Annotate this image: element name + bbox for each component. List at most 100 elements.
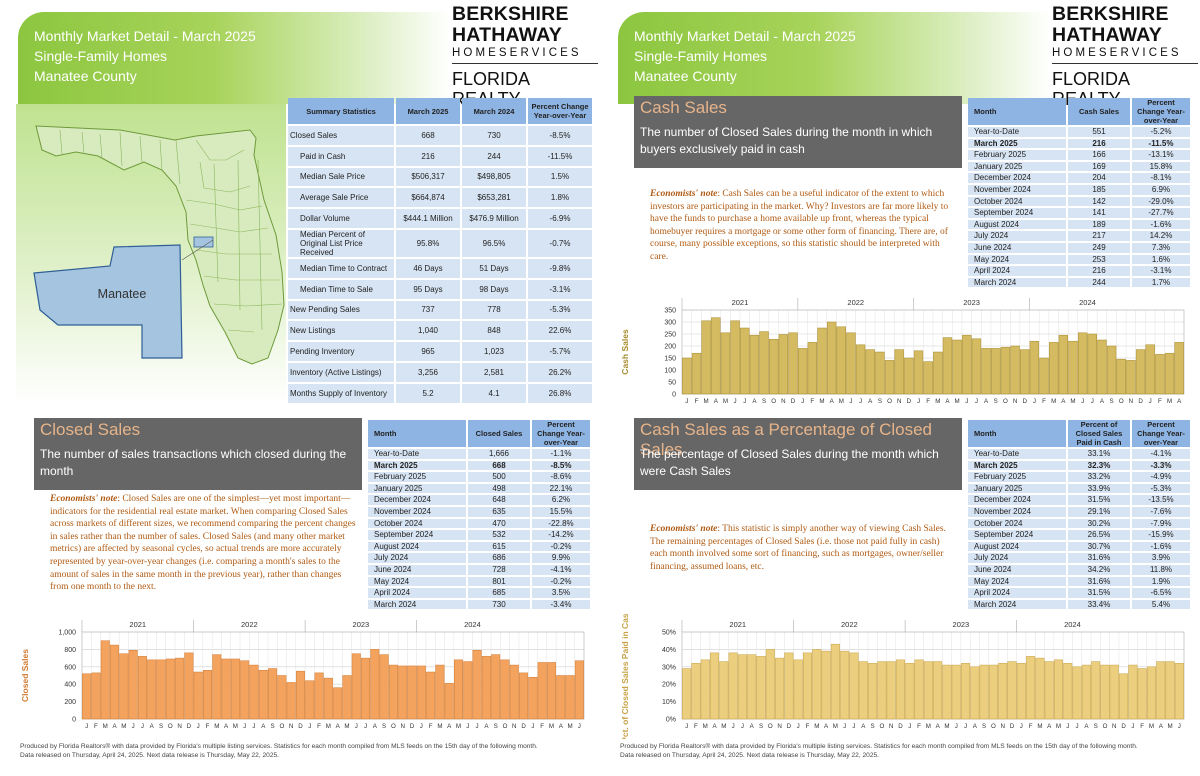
bar	[1016, 663, 1026, 720]
table-row: September 2024 141 -27.7%	[968, 208, 1190, 218]
table-cell: -15.9%	[1132, 530, 1190, 540]
bar	[361, 657, 371, 720]
table-cell: 142	[1068, 196, 1130, 207]
x-tick-label: A	[945, 398, 950, 405]
table-cell: -7.9%	[1132, 518, 1190, 529]
summary-row: Average Sale Price $664,874 $653,281 1.8%	[288, 188, 592, 208]
x-tick-label: A	[373, 723, 378, 730]
x-tick-label: S	[271, 723, 275, 730]
summary-cell-v1: $444.1 Million	[396, 209, 460, 228]
x-tick-label: A	[112, 723, 117, 730]
bar	[730, 320, 740, 395]
bar	[203, 670, 212, 720]
table-row: May 2024 253 1.6%	[968, 254, 1190, 265]
x-tick-label: J	[1076, 723, 1079, 730]
x-tick-label: D	[787, 723, 792, 730]
table-cell: 5.4%	[1132, 599, 1190, 610]
table-cell: June 2024	[968, 564, 1066, 575]
table-cell: 22.1%	[532, 483, 590, 494]
summary-cell-pct: -0.7%	[528, 229, 592, 257]
x-tick-label: J	[1149, 398, 1152, 405]
bar	[710, 652, 720, 720]
bar	[1058, 334, 1069, 395]
x-tick-label: A	[1177, 398, 1182, 405]
table-cell: December 2024	[368, 495, 466, 505]
x-tick-label: J	[578, 723, 581, 730]
table-cell: February 2025	[368, 472, 466, 482]
table-row: August 2024 615 -0.2%	[368, 541, 590, 552]
x-tick-label: J	[141, 723, 144, 730]
table-row: February 2025 500 -8.6%	[368, 472, 590, 482]
x-tick-label: A	[712, 723, 717, 730]
table-cell: 11.8%	[1132, 564, 1190, 575]
x-tick-label: M	[103, 723, 108, 730]
table-row: July 2024 31.6% 3.9%	[968, 553, 1190, 563]
summary-cell-pct: -11.5%	[528, 146, 592, 166]
year-label: 2022	[841, 620, 858, 629]
summary-cell-v2: 730	[462, 126, 526, 145]
x-tick-label: J	[732, 723, 735, 730]
x-tick-label: O	[879, 723, 884, 730]
closed-sales-table: Month Closed Sales Percent Change Year-ove…	[366, 418, 592, 611]
bar	[305, 680, 315, 720]
bar	[1087, 333, 1097, 395]
table-row: December 2024 31.5% -13.5%	[968, 495, 1190, 505]
bar	[793, 659, 803, 720]
bar	[156, 659, 166, 720]
x-tick-label: N	[1129, 398, 1133, 405]
bar	[1039, 357, 1049, 395]
x-tick-label: J	[1091, 398, 1094, 405]
bar	[836, 326, 846, 395]
table-row: March 2024 33.4% 5.4%	[968, 599, 1190, 610]
table-cell: 3.5%	[532, 588, 590, 598]
table-cell: 216	[1068, 266, 1130, 276]
table-cell: 249	[1068, 242, 1130, 253]
table-cell: 141	[1068, 208, 1130, 218]
summary-cell-v1: 3,256	[396, 362, 460, 382]
x-tick-label: A	[714, 398, 719, 405]
bar	[1156, 661, 1166, 720]
bar	[720, 332, 731, 395]
x-tick-label: J	[420, 723, 423, 730]
bar	[711, 317, 721, 395]
x-tick-label: J	[849, 398, 852, 405]
table-cell: -14.2%	[532, 530, 590, 540]
bar	[691, 352, 702, 395]
table-cell: -4.1%	[532, 564, 590, 575]
table-cell: 1.9%	[1132, 576, 1190, 587]
x-tick-label: O	[279, 723, 284, 730]
bar	[998, 663, 1008, 720]
table-cell: May 2024	[968, 254, 1066, 265]
x-tick-label: F	[810, 398, 814, 405]
table-cell: 532	[468, 530, 530, 540]
footer: Produced by Florida Realtors® with data …	[620, 743, 1138, 759]
summary-cell-label: Inventory (Active Listings)	[288, 362, 394, 382]
bar	[1035, 657, 1045, 720]
cash-sales-title-box: Cash Sales The number of Closed Sales du…	[634, 96, 962, 168]
x-tick-label: J	[797, 723, 800, 730]
bar	[868, 663, 878, 720]
manatee-highlight-small	[193, 236, 214, 248]
bar	[268, 668, 278, 720]
table-cell: January 2025	[968, 483, 1066, 494]
table-cell: Year-to-Date	[368, 449, 466, 459]
x-tick-label: D	[521, 723, 526, 730]
summary-cell-v1: 95.8%	[396, 229, 460, 257]
x-tick-label: J	[531, 723, 534, 730]
table-cell: -8.6%	[532, 472, 590, 482]
table-cell: April 2024	[968, 588, 1066, 598]
x-tick-label: A	[150, 723, 155, 730]
summary-cell-label: Average Sale Price	[288, 188, 394, 208]
year-label: 2021	[732, 298, 749, 307]
bar	[807, 342, 818, 395]
bar	[295, 670, 305, 720]
table-row: December 2024 204 -8.1%	[968, 173, 1190, 183]
summary-cell-v2: 98 Days	[462, 279, 526, 299]
table-cell: 3.9%	[1132, 553, 1190, 563]
florida-map: Manatee	[33, 125, 285, 365]
table-header: Month	[368, 420, 466, 447]
table-cell: -5.2%	[1132, 127, 1190, 137]
table-header: Percent of Closed Sales Paid in Cash	[1068, 420, 1130, 447]
bar	[1029, 340, 1040, 395]
cash-pct-table: Month Percent of Closed Sales Paid in Cas…	[966, 418, 1192, 611]
